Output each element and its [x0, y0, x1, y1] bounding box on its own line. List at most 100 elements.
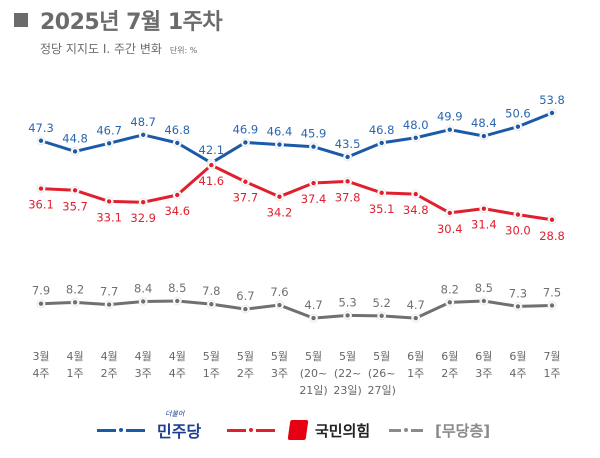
- data-label: 35.7: [62, 199, 88, 213]
- data-point: [413, 191, 418, 197]
- data-label: 43.5: [335, 137, 361, 151]
- ppp-logo-icon: [287, 420, 309, 440]
- x-tick-label: (26~: [368, 367, 396, 380]
- series-line-0: [40, 111, 553, 165]
- data-label: 8.2: [66, 282, 84, 296]
- data-label: 5.2: [373, 296, 391, 310]
- legend-line-ppp: [227, 427, 275, 432]
- x-tick-label: 3주: [475, 367, 492, 380]
- data-label: 49.9: [437, 110, 463, 124]
- data-label: 48.0: [403, 118, 429, 132]
- data-point: [209, 162, 214, 168]
- data-point: [447, 210, 452, 216]
- x-tick-label: 4주: [509, 367, 526, 380]
- series-line-1: [40, 163, 553, 222]
- data-label: 48.7: [130, 115, 156, 129]
- chart-subtitle: 정당 지지도 Ⅰ. 주간 변화 단위: %: [40, 40, 197, 57]
- series-line-2: [40, 299, 553, 320]
- x-tick-label: 5월: [203, 350, 220, 363]
- data-point: [345, 179, 350, 184]
- data-label: 53.8: [539, 93, 565, 107]
- data-point: [447, 127, 452, 132]
- x-tick-label: 4월: [101, 350, 118, 363]
- data-point: [106, 302, 112, 307]
- data-label: 30.4: [437, 222, 463, 236]
- data-point: [447, 300, 452, 305]
- data-label: 35.1: [369, 202, 395, 216]
- data-point: [243, 179, 248, 184]
- data-label: 36.1: [28, 198, 54, 212]
- data-point: [345, 313, 350, 318]
- x-tick-label: 5월: [237, 350, 254, 363]
- x-tick-label: 1주: [543, 367, 560, 380]
- data-point: [311, 144, 316, 149]
- x-tick-label: 5월: [373, 350, 390, 363]
- legend-item-ppp: 국민의힘: [227, 416, 370, 444]
- data-point: [106, 199, 112, 204]
- legend-line-independent: [389, 427, 423, 432]
- data-label: 7.9: [32, 284, 50, 298]
- x-axis: 3월 4주 4월 1주 4월 2주 4월 3주 4월 4주 5월 1주 5월 2주 5월 3주 5월 (20~ 21…: [32, 350, 560, 397]
- data-point: [72, 300, 78, 305]
- x-tick-label: (20~: [300, 367, 328, 380]
- data-point: [481, 133, 487, 139]
- x-tick-label: 4월: [67, 350, 84, 363]
- x-tick-label: 6월: [441, 350, 458, 363]
- chart-title-text: 2025년 7월 1주차: [40, 10, 223, 35]
- data-point: [413, 315, 418, 321]
- data-label: 46.8: [164, 123, 190, 137]
- data-label: 5.3: [338, 295, 356, 309]
- data-point: [175, 192, 180, 198]
- data-label: 37.8: [335, 190, 361, 204]
- legend-label-democratic: 민주당: [157, 422, 202, 441]
- data-label: 46.7: [96, 123, 122, 137]
- data-label: 34.8: [403, 203, 429, 217]
- x-tick-label: 3주: [271, 367, 288, 380]
- x-tick-label: 27일): [367, 383, 395, 397]
- data-point: [379, 313, 384, 319]
- x-tick-label: 2주: [441, 367, 458, 380]
- data-point: [38, 301, 44, 306]
- x-tick-label: (22~: [334, 367, 362, 380]
- data-label: 7.8: [202, 284, 220, 298]
- data-label: 42.1: [199, 143, 225, 157]
- x-tick-label: 6월: [475, 350, 492, 363]
- data-label: 4.7: [304, 298, 322, 312]
- data-point: [38, 186, 44, 191]
- data-point: [345, 154, 350, 160]
- data-label: 41.6: [199, 174, 225, 188]
- data-label: 6.7: [236, 289, 254, 303]
- title-square-icon: [14, 13, 28, 27]
- legend-label-democratic-wrap: 더불어 민주당: [157, 410, 202, 442]
- x-tick-label: 6월: [407, 350, 424, 363]
- data-point: [515, 124, 521, 129]
- data-label: 46.4: [267, 125, 293, 139]
- data-label: 7.3: [509, 286, 527, 300]
- data-point: [379, 140, 384, 146]
- data-label: 45.9: [301, 127, 327, 141]
- data-label: 37.7: [233, 191, 259, 205]
- series-2: 7.9 8.2 7.7 8.4 8.5 7.8 6.7 7.6 4.7 5.3 5.2 4.7 8.2 8…: [32, 281, 561, 323]
- data-label: 46.8: [369, 123, 395, 137]
- data-point: [209, 301, 214, 307]
- data-label: 32.9: [130, 211, 156, 225]
- line-chart: 47.3 44.8 46.7 48.7 46.8 42.1 46.9 46.4 45.9 43.5…: [28, 93, 565, 397]
- legend: 더불어 민주당 국민의힘 [무당층]: [0, 410, 600, 444]
- data-label: 7.7: [100, 285, 118, 299]
- data-point: [277, 142, 282, 147]
- data-point: [515, 304, 521, 309]
- data-point: [277, 302, 282, 308]
- legend-line-democratic: [97, 427, 145, 432]
- chart-title: 2025년 7월 1주차: [14, 4, 223, 36]
- x-tick-label: 6월: [509, 350, 526, 363]
- data-point: [413, 135, 418, 140]
- x-tick-label: 2주: [101, 367, 118, 380]
- data-label: 34.2: [267, 206, 293, 220]
- data-point: [549, 110, 555, 116]
- data-point: [141, 299, 146, 304]
- x-tick-label: 3주: [135, 367, 152, 380]
- data-label: 50.6: [505, 107, 531, 121]
- data-label: 4.7: [407, 298, 425, 312]
- data-point: [243, 306, 248, 312]
- data-point: [106, 141, 112, 146]
